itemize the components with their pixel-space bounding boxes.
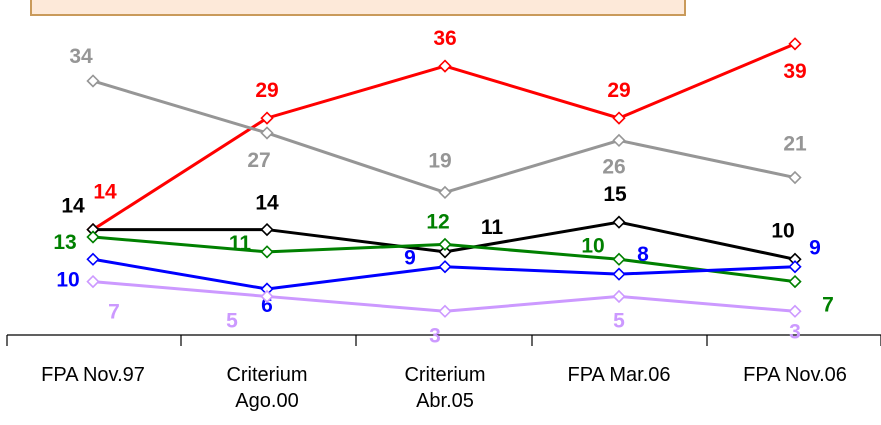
data-label: 7 (108, 301, 120, 324)
data-label: 3 (429, 324, 441, 347)
legend-box (30, 0, 686, 16)
data-label: 5 (613, 309, 625, 332)
data-label: 15 (603, 183, 627, 206)
data-label: 34 (69, 45, 93, 68)
data-point-marker (788, 274, 802, 289)
data-point-marker (612, 215, 626, 229)
data-point-marker (612, 252, 626, 266)
data-point-marker (788, 37, 802, 51)
data-label: 39 (783, 60, 806, 83)
data-label: 36 (433, 27, 456, 50)
x-tick-label: FPA Nov.06 (743, 364, 847, 386)
data-label: 14 (255, 192, 279, 215)
data-point-marker (438, 304, 452, 318)
data-point-marker (438, 185, 452, 200)
data-label: 19 (428, 149, 451, 172)
data-point-marker (612, 133, 626, 148)
data-point-marker (438, 260, 452, 274)
x-tick-label: FPA Mar.06 (567, 364, 671, 386)
data-label: 8 (637, 243, 649, 266)
data-label: 29 (255, 79, 278, 102)
data-label: 11 (229, 232, 252, 255)
data-label: 5 (226, 309, 238, 332)
data-label: 10 (581, 234, 604, 257)
data-point-marker (86, 74, 100, 88)
series-line-1 (92, 79, 796, 194)
data-point-marker (86, 252, 100, 266)
data-label: 29 (607, 79, 630, 102)
data-label: 14 (93, 181, 117, 204)
data-label: 3 (789, 320, 801, 343)
data-point-marker (612, 289, 626, 304)
data-label: 7 (822, 294, 834, 317)
x-tick-label: FPA Nov.97 (41, 364, 145, 386)
x-tick-label: Criterium Abr.05 (404, 364, 486, 412)
data-label: 10 (56, 268, 79, 291)
data-label: 27 (247, 149, 270, 172)
data-point-marker (788, 260, 802, 274)
data-point-marker (438, 59, 452, 73)
data-point-marker (86, 230, 100, 244)
data-point-marker (612, 111, 626, 125)
data-label: 10 (771, 219, 794, 242)
data-point-marker (438, 245, 452, 259)
data-point-marker (788, 170, 802, 185)
data-point-marker (612, 267, 626, 281)
data-label: 9 (404, 247, 416, 270)
data-label: 21 (783, 133, 807, 156)
data-point-marker (86, 274, 100, 289)
data-point-marker (260, 245, 274, 259)
data-label: 26 (602, 155, 625, 178)
data-label: 6 (261, 294, 273, 317)
data-point-marker (260, 289, 274, 304)
data-point-marker (788, 304, 802, 318)
data-label: 11 (481, 216, 504, 239)
data-label: 9 (809, 237, 821, 260)
x-tick-label: Criterium Ago.00 (226, 364, 308, 412)
data-label: 12 (426, 210, 449, 233)
data-label: 13 (53, 231, 76, 254)
data-label: 14 (61, 195, 85, 218)
data-point-marker (260, 126, 274, 140)
data-point-marker (438, 237, 452, 252)
data-point-marker (260, 222, 274, 237)
data-point-marker (260, 111, 274, 125)
